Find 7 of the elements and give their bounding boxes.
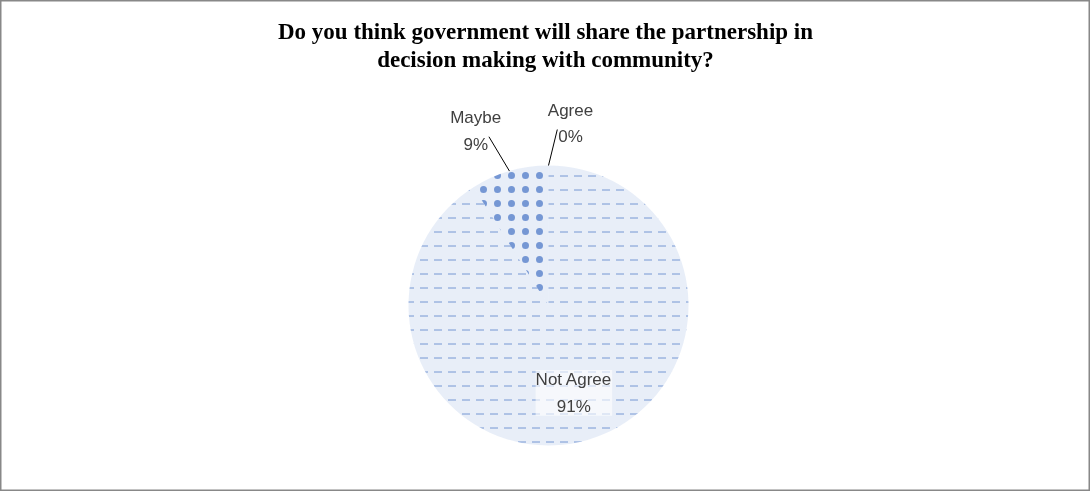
data-label: 9% bbox=[463, 134, 489, 154]
slice-label: Maybe bbox=[450, 107, 502, 127]
category-label: Agree bbox=[547, 100, 594, 120]
text: 0% bbox=[558, 127, 583, 147]
data-label: 91% bbox=[556, 396, 591, 416]
chart-title: Do you think government will share the partnership in decision making with community? bbox=[278, 18, 814, 73]
slice-label: Not Agree bbox=[535, 370, 612, 390]
